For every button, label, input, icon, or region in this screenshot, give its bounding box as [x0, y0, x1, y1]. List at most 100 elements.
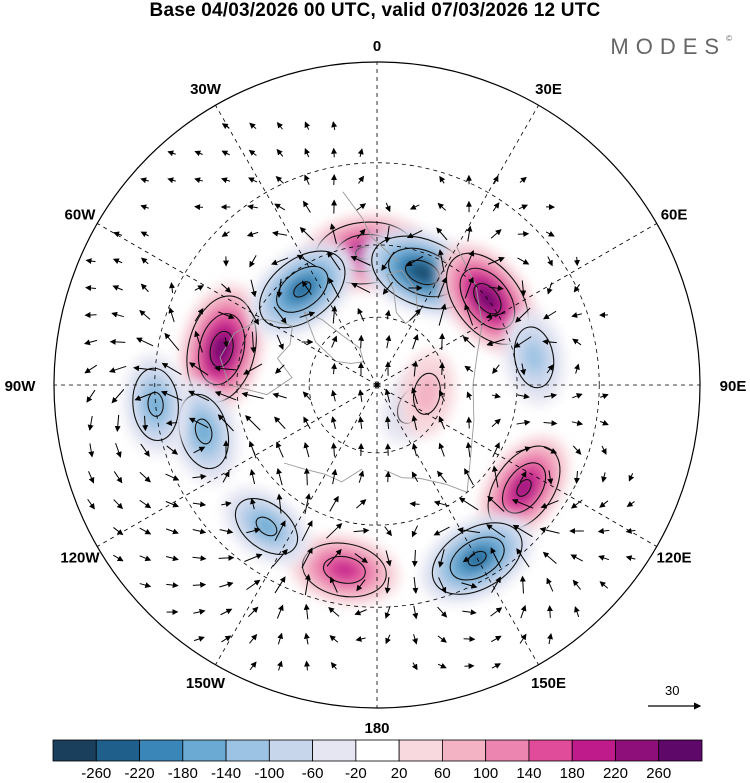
wind-arrow [166, 445, 178, 455]
wind-arrow [214, 391, 237, 401]
wind-arrow [491, 418, 501, 428]
wind-arrow [246, 231, 259, 237]
wind-arrow [194, 307, 204, 322]
wind-arrow [217, 414, 234, 432]
wind-arrow [139, 555, 152, 562]
wind-arrow [437, 662, 447, 669]
meridian-line [376, 384, 570, 708]
wind-arrow [167, 177, 176, 184]
meridian-label: 30E [535, 81, 562, 98]
wind-arrow [385, 634, 391, 645]
wind-arrow [512, 524, 533, 538]
wind-arrow [546, 364, 554, 374]
wind-arrow [140, 204, 149, 211]
wind-arrow [520, 604, 527, 619]
wind-arrow [303, 603, 310, 620]
wind-arrow [329, 635, 339, 643]
wind-arrow [491, 663, 502, 669]
colorbar-swatch [398, 739, 443, 762]
wind-arrow [597, 528, 610, 535]
wind-arrow [167, 150, 176, 157]
wind-arrow [437, 635, 447, 643]
wind-arrow [330, 389, 337, 402]
meridian-label: 180 [364, 720, 389, 737]
wind-arrow [543, 310, 557, 320]
wind-arrow [246, 527, 261, 534]
wind-arrow [277, 660, 283, 671]
wind-arrow [331, 362, 337, 375]
wind-arrow [542, 551, 557, 564]
wind-arrow [601, 472, 607, 483]
wind-arrow [246, 579, 261, 591]
wind-arrow [142, 415, 149, 432]
wind-arrow [462, 336, 475, 348]
wind-arrow [303, 416, 311, 429]
wind-arrow [489, 285, 504, 292]
colorbar-swatch [139, 739, 184, 762]
wind-arrow [570, 499, 583, 509]
wind-arrow [87, 498, 95, 510]
wind-arrow [192, 501, 207, 508]
wind-arrow [222, 337, 229, 348]
north-pole-marker [374, 382, 380, 388]
wind-arrow [304, 573, 311, 596]
wind-arrow [221, 150, 230, 157]
wind-arrow [437, 202, 447, 211]
wind-arrow [139, 527, 152, 535]
wind-arrow [330, 442, 337, 457]
wind-arrow [165, 528, 179, 535]
wind-arrow [140, 283, 149, 293]
wind-reference-label: 30 [665, 683, 680, 698]
meridian-label: 60E [661, 207, 688, 224]
meridian-label: 150W [186, 675, 226, 692]
wind-arrow [244, 553, 263, 562]
meridian-label: 30W [190, 81, 222, 98]
meridian-line [54, 192, 378, 386]
wind-arrow [462, 553, 475, 563]
colorbar-tick-label: -260 [81, 765, 112, 782]
meridian-line [376, 62, 570, 386]
wind-arrow [136, 337, 154, 347]
wind-arrow [516, 419, 531, 426]
wind-arrow [192, 555, 207, 562]
colorbar-tick-label: -220 [124, 765, 155, 782]
parallel-line [154, 162, 600, 608]
wind-arrow [625, 527, 636, 534]
wind-arrow [412, 634, 418, 645]
wind-arrow [247, 305, 259, 325]
colorbar-tick-label: 260 [646, 765, 672, 782]
wind-arrow [464, 365, 474, 373]
wind-arrow [357, 148, 364, 157]
colorbar [52, 739, 703, 762]
wind-arrow [573, 256, 580, 267]
wind-arrow [438, 549, 445, 568]
wind-arrow [356, 228, 366, 239]
wind-arrow [221, 635, 232, 643]
colorbar-tick-label: -140 [211, 765, 242, 782]
wind-arrow [249, 255, 257, 268]
wind-arrow [545, 231, 555, 237]
wind-arrow [331, 468, 338, 485]
wind-arrow [220, 608, 233, 616]
wind-arrow [192, 528, 207, 535]
wind-arrow [490, 547, 502, 569]
wind-arrow [243, 363, 263, 375]
wind-arrow [518, 204, 528, 210]
wind-arrow [165, 473, 180, 481]
wind-arrow [599, 581, 609, 589]
wind-arrow [517, 257, 530, 265]
wind-arrow [438, 415, 446, 430]
wind-arrow [276, 467, 283, 486]
wind-arrow [464, 468, 474, 486]
wind-arrow [358, 334, 365, 349]
wind-arrow [115, 442, 122, 458]
wind-arrow [87, 416, 94, 431]
wind-arrow [438, 577, 447, 594]
meridian-line [376, 192, 700, 386]
wind-arrow [406, 229, 423, 239]
wind-arrow [188, 417, 209, 429]
wind-arrow [165, 420, 178, 427]
wind-arrow [357, 389, 364, 402]
wind-arrow [516, 548, 530, 568]
wind-arrow [411, 525, 419, 538]
